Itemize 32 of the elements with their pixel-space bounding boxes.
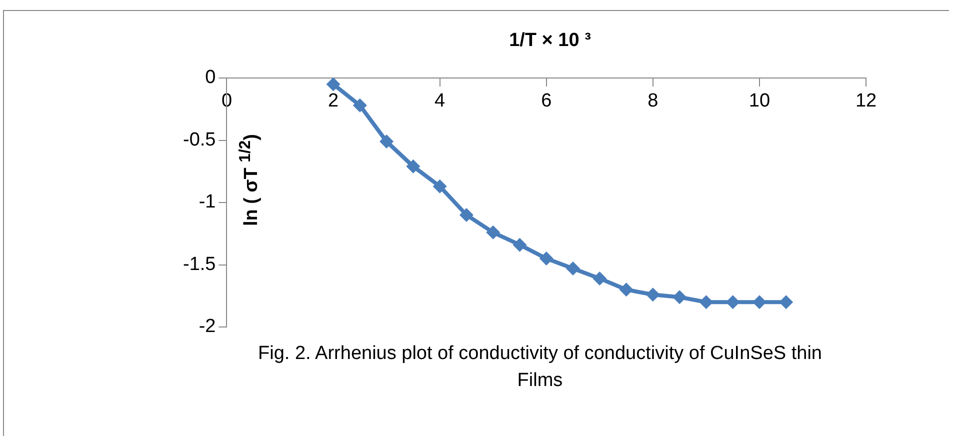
- y-tick-label: 0: [205, 67, 216, 88]
- x-tick-label: 10: [748, 90, 770, 112]
- x-tick-label: 12: [855, 90, 877, 112]
- x-axis-title: 1/T × 10 ³: [508, 30, 592, 52]
- y-tick-label: -1.5: [182, 254, 216, 275]
- caption: Fig. 2. Arrhenius plot of conductivity of conductivity of CuInSeS thin Films: [257, 342, 823, 393]
- point: [486, 225, 500, 240]
- point: [672, 290, 687, 304]
- x-tick-label: 4: [434, 90, 446, 112]
- point: [779, 295, 794, 310]
- point: [326, 78, 340, 92]
- point: [352, 98, 367, 112]
- point: [726, 295, 740, 310]
- point: [699, 295, 714, 310]
- x-tick-label: 0: [221, 90, 232, 112]
- point: [539, 252, 554, 266]
- y-tick-label: -2: [198, 316, 216, 338]
- point: [459, 208, 474, 222]
- point: [619, 282, 634, 297]
- point: [512, 238, 527, 252]
- point: [592, 271, 607, 286]
- point: [646, 288, 660, 302]
- x-tick-label: 8: [648, 90, 658, 112]
- point: [406, 159, 420, 174]
- point: [380, 134, 394, 148]
- point: [566, 261, 580, 276]
- x-tick-label: 2: [328, 90, 339, 112]
- y-tick-label: -1: [198, 192, 216, 213]
- point: [432, 179, 447, 194]
- x-tick-label: 6: [541, 90, 552, 112]
- y-tick-label: -0.5: [182, 129, 216, 150]
- point: [752, 295, 766, 310]
